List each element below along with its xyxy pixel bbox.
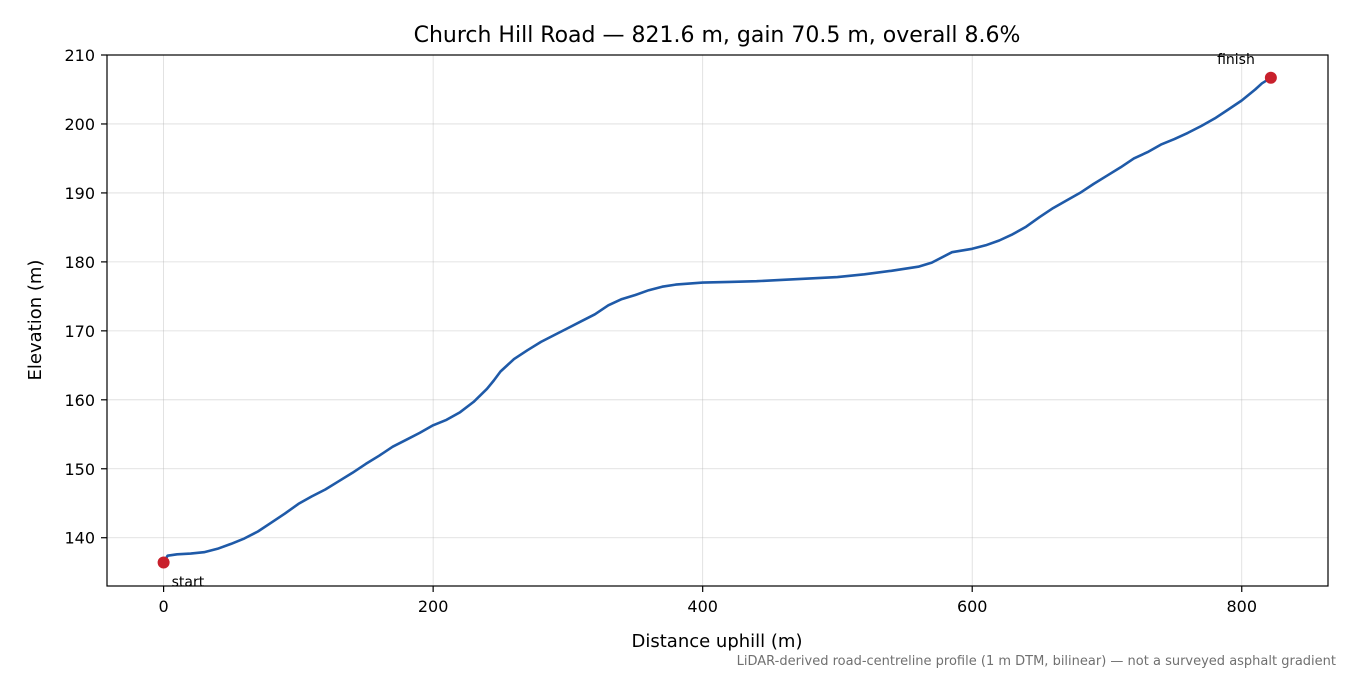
x-axis-label: Distance uphill (m) bbox=[632, 631, 803, 652]
marker-label-finish: finish bbox=[1217, 52, 1255, 68]
x-tick-label: 800 bbox=[1226, 597, 1257, 616]
footnote: LiDAR-derived road-centreline profile (1… bbox=[737, 654, 1336, 669]
x-tick-label: 400 bbox=[687, 597, 718, 616]
x-tick-label: 200 bbox=[418, 597, 449, 616]
x-tick-label: 600 bbox=[957, 597, 988, 616]
x-tick-label: 0 bbox=[159, 597, 169, 616]
endpoint-markers: start finish bbox=[157, 52, 1277, 591]
y-tick-label: 170 bbox=[64, 322, 95, 341]
y-tick-label: 190 bbox=[64, 184, 95, 203]
y-axis-ticks: 140 150 160 170 180 190 200 210 bbox=[64, 46, 107, 548]
y-tick-label: 210 bbox=[64, 46, 95, 65]
y-tick-label: 140 bbox=[64, 529, 95, 548]
y-tick-label: 160 bbox=[64, 391, 95, 410]
y-tick-label: 180 bbox=[64, 253, 95, 272]
y-tick-label: 150 bbox=[64, 460, 95, 479]
grid bbox=[107, 54, 1328, 586]
y-tick-label: 200 bbox=[64, 115, 95, 134]
marker-label-start: start bbox=[172, 575, 205, 591]
elevation-series-line bbox=[162, 76, 1273, 564]
plot-frame bbox=[106, 54, 1329, 587]
y-axis-label: Elevation (m) bbox=[25, 260, 46, 381]
marker-start bbox=[157, 556, 170, 569]
x-axis-ticks: 0 200 400 600 800 bbox=[159, 586, 1257, 616]
marker-finish bbox=[1264, 71, 1277, 84]
chart-title: Church Hill Road — 821.6 m, gain 70.5 m,… bbox=[414, 23, 1021, 48]
